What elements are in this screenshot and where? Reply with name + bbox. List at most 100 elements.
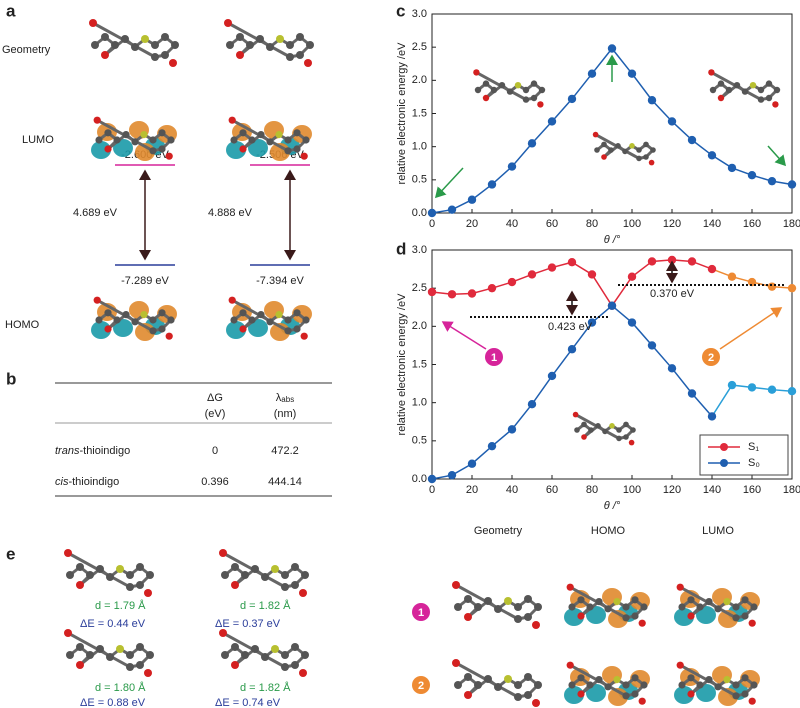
atom: [631, 612, 639, 620]
atom: [301, 651, 309, 659]
atom: [241, 571, 249, 579]
atom: [64, 629, 72, 637]
atom: [236, 51, 244, 59]
atom: [723, 598, 731, 606]
atom: [284, 316, 292, 324]
atom: [271, 565, 279, 573]
atom: [296, 33, 304, 41]
atom: [629, 143, 635, 149]
atom: [126, 571, 134, 579]
atom: [95, 316, 103, 324]
y-axis-title: relative electronic energy /eV: [396, 42, 408, 185]
legend-marker: [720, 459, 728, 467]
atom: [95, 136, 103, 144]
atom: [231, 661, 239, 669]
data-point: [587, 270, 597, 279]
row-prefix: cis: [55, 476, 69, 488]
atom: [291, 661, 299, 669]
orbital-lobe: [226, 321, 246, 339]
atom: [131, 43, 139, 51]
atom: [122, 131, 130, 139]
atom: [748, 697, 756, 705]
panel-label: c: [396, 1, 405, 20]
x-tick-label: 100: [623, 484, 641, 496]
x-tick-label: 0: [429, 484, 435, 496]
atom: [231, 563, 239, 571]
atom: [144, 669, 152, 677]
atom: [281, 663, 289, 671]
atom: [113, 136, 121, 144]
atom: [281, 583, 289, 591]
atom: [171, 41, 179, 49]
orbital-lobe: [696, 684, 716, 702]
y-tick-label: 2.5: [412, 282, 427, 294]
orbital-lobe: [564, 686, 584, 704]
data-point: [487, 283, 497, 293]
atom: [167, 316, 175, 324]
distance-label: d = 1.79 Å: [95, 599, 146, 612]
atom: [484, 675, 492, 683]
x-tick-label: 80: [586, 218, 598, 230]
atom: [608, 147, 614, 153]
x-tick-label: 20: [466, 484, 478, 496]
atom: [76, 563, 84, 571]
x-axis-title: θ /°: [604, 234, 621, 246]
atom: [534, 603, 542, 611]
atom: [678, 603, 686, 611]
atom: [504, 597, 512, 605]
energy-label: ΔE = 0.88 eV: [80, 697, 146, 708]
atom: [636, 147, 642, 153]
atom: [158, 145, 166, 153]
energy-label: -7.289 eV: [121, 275, 169, 287]
column-header: LUMO: [702, 525, 734, 537]
atom: [714, 683, 722, 691]
state-marker: [412, 603, 430, 621]
data-point: [727, 163, 737, 173]
distance-label: d = 1.82 Å: [240, 599, 291, 612]
atom: [709, 86, 717, 94]
data-point: [527, 139, 537, 148]
atom: [524, 691, 532, 699]
atom: [750, 603, 758, 611]
data-point: [627, 272, 637, 281]
atom: [251, 645, 259, 653]
orbital-lobe: [674, 608, 694, 626]
atom: [577, 596, 585, 604]
atom: [261, 573, 269, 581]
atom: [464, 613, 472, 621]
atom: [286, 41, 294, 49]
atom: [293, 129, 301, 137]
atom: [271, 645, 279, 653]
atom: [696, 681, 704, 689]
atom: [302, 136, 310, 144]
atom: [650, 147, 656, 153]
atom: [643, 154, 649, 160]
y-tick-label: 2.0: [412, 74, 427, 86]
state-marker-label: 2: [708, 352, 714, 364]
gap-label: 4.689 eV: [73, 207, 118, 219]
data-point: [507, 425, 517, 434]
atom: [636, 155, 642, 162]
row-name: -thioindigo: [68, 476, 119, 488]
atom: [733, 82, 741, 89]
atom: [161, 51, 169, 59]
atom: [76, 661, 84, 669]
data-point: [447, 205, 457, 214]
atom: [723, 676, 731, 684]
y-tick-label: 0.5: [412, 174, 427, 186]
atom: [484, 597, 492, 605]
atom: [732, 614, 740, 622]
x-tick-label: 40: [506, 218, 518, 230]
atom: [239, 309, 247, 317]
atom: [687, 674, 695, 682]
table-header: (nm): [274, 408, 297, 420]
x-tick-label: 80: [586, 484, 598, 496]
atom: [452, 659, 460, 667]
data-point: [667, 364, 677, 373]
atom: [116, 565, 124, 573]
state-marker-label: 2: [418, 680, 424, 692]
atom: [717, 80, 725, 87]
annotation: 0.370 eV: [650, 288, 695, 300]
data-point: [507, 277, 517, 287]
atom: [631, 690, 639, 698]
